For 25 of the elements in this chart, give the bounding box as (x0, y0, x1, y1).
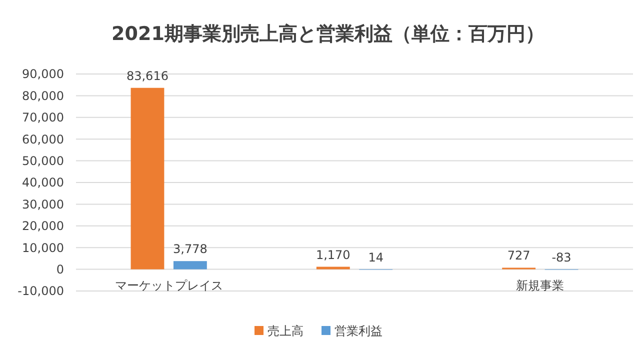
x-tick-label: 新規事業 (516, 278, 564, 292)
bar (316, 266, 350, 270)
text: -83 (552, 250, 572, 264)
y-tick-label: 0 (56, 262, 64, 276)
y-tick-label: 80,000 (22, 88, 64, 103)
legend-label: 売上高 (268, 324, 304, 338)
y-tick-label: 20,000 (22, 219, 64, 234)
y-tick-label: 70,000 (22, 110, 64, 125)
y-tick-label: 50,000 (22, 154, 64, 168)
y-tick-label: 10,000 (22, 240, 64, 255)
bar (130, 88, 164, 270)
text: 14 (368, 250, 384, 264)
y-tick-label: 60,000 (22, 132, 64, 146)
chart-title: 2021期事業別売上高と営業利益（単位：百万円） (112, 23, 544, 45)
legend-label: 営業利益 (334, 324, 382, 338)
text: 83,616 (126, 68, 168, 83)
text: 3,778 (173, 242, 208, 256)
text: 727 (507, 248, 530, 263)
text: 1,170 (316, 248, 350, 262)
y-tick-label: 40,000 (22, 176, 64, 190)
y-tick-label: 90,000 (22, 67, 64, 82)
y-tick-label: -10,000 (18, 284, 64, 298)
y-tick-label: 30,000 (22, 197, 64, 212)
bar (173, 261, 207, 270)
x-tick-label: マーケットプレイス (114, 278, 223, 292)
